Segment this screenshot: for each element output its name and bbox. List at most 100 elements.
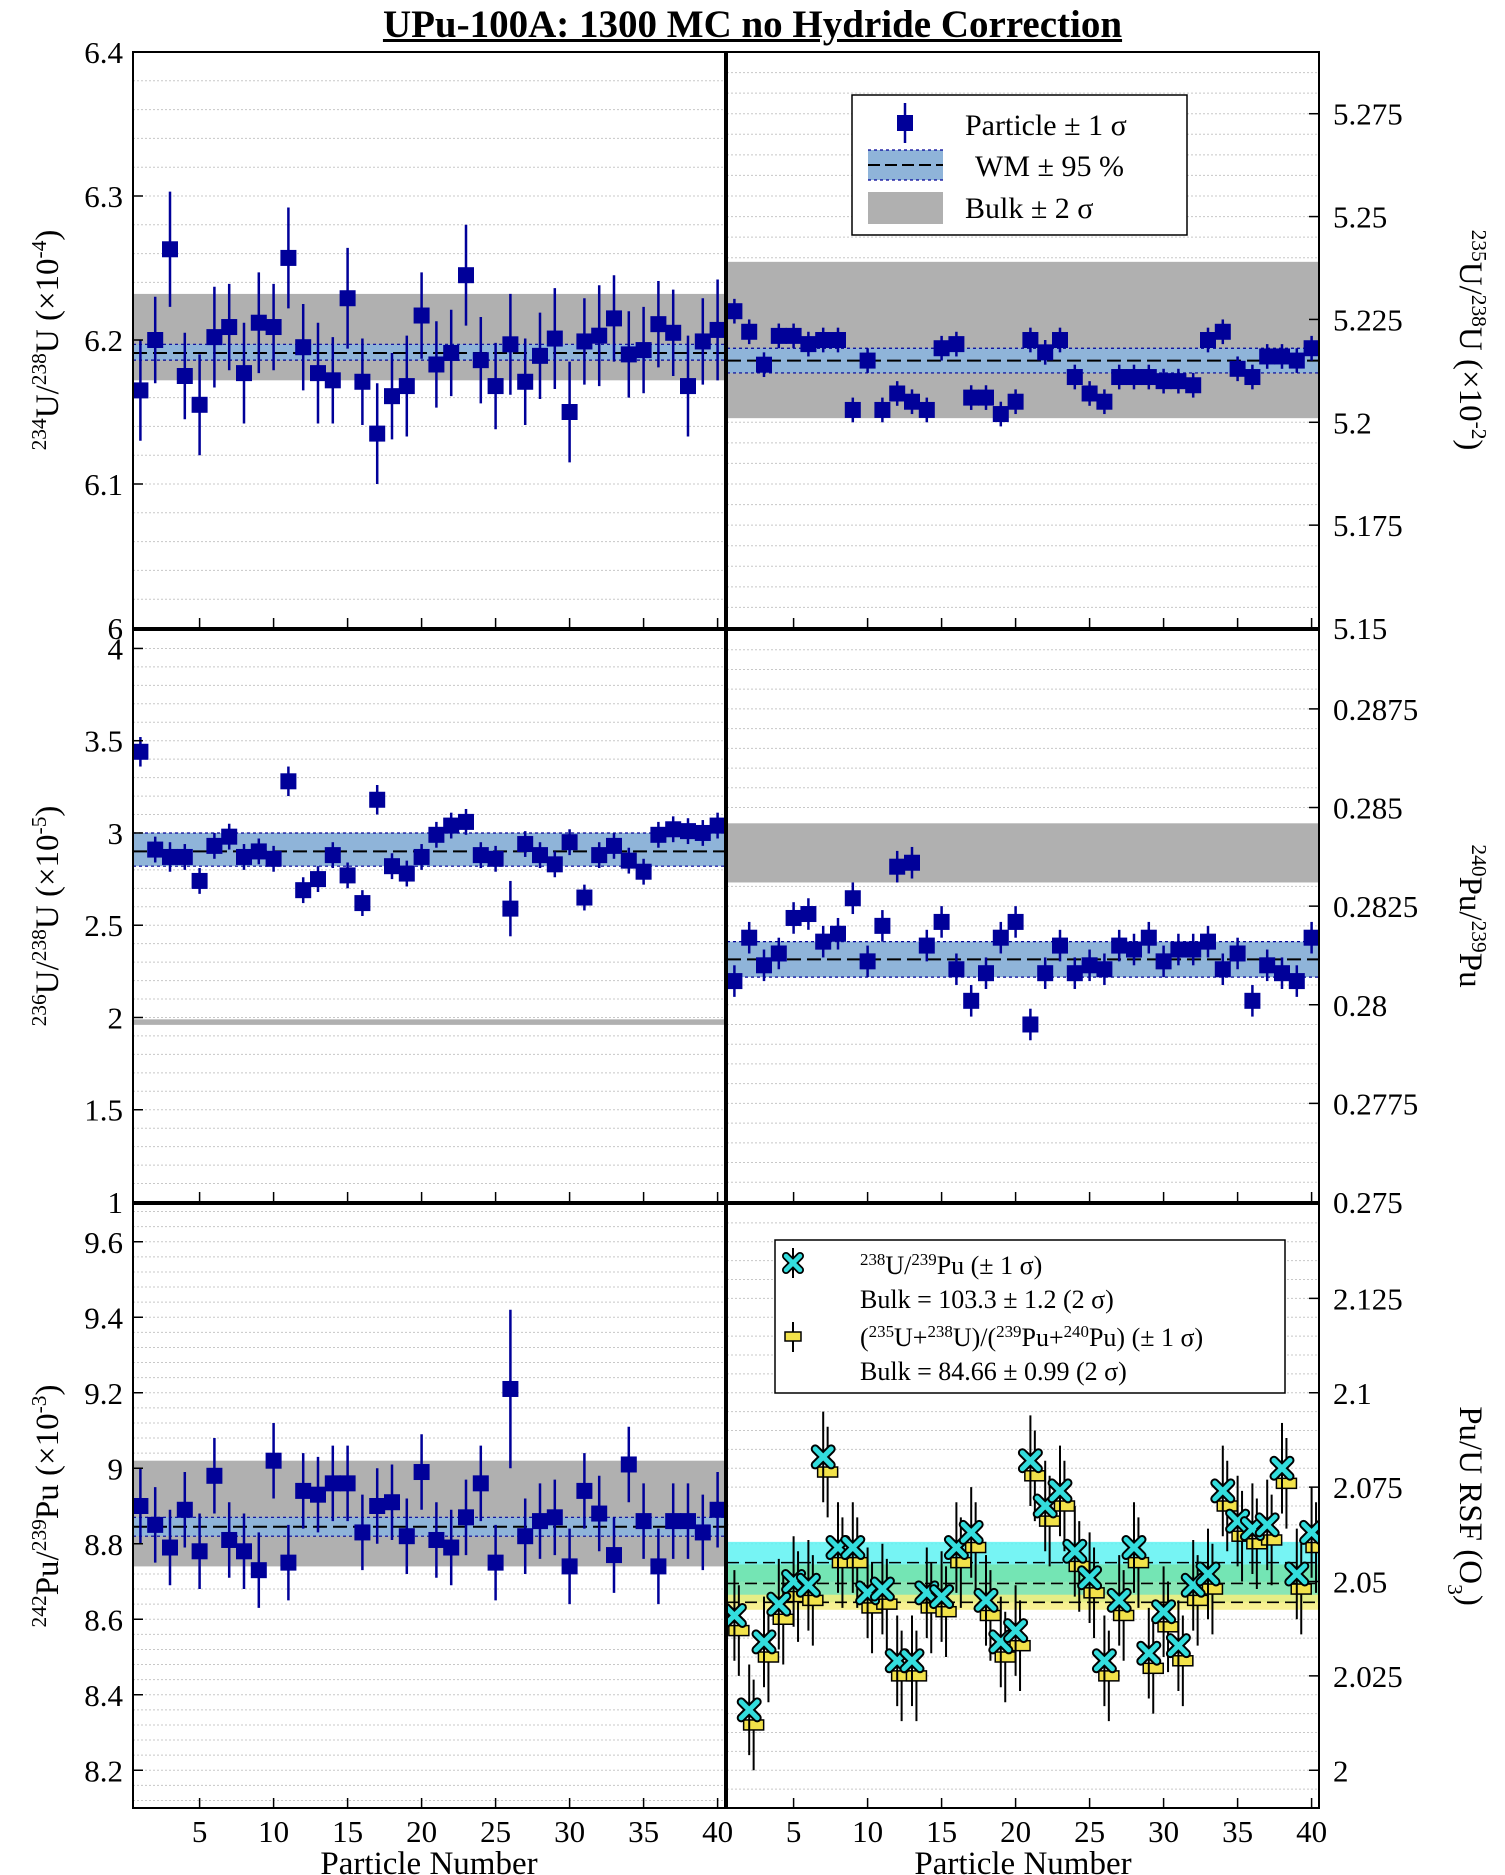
data-point bbox=[874, 917, 891, 934]
data-point bbox=[1037, 344, 1054, 361]
y-tick-label: 8.6 bbox=[84, 1602, 123, 1637]
y-tick-label: 6.2 bbox=[84, 323, 123, 358]
y-tick-label: 9.4 bbox=[84, 1300, 123, 1335]
y-tick-label: 5.2 bbox=[1333, 405, 1372, 440]
data-point bbox=[576, 333, 593, 350]
data-point bbox=[665, 821, 682, 838]
data-point bbox=[680, 1513, 696, 1530]
y-tick-label: 0.275 bbox=[1333, 1185, 1403, 1220]
data-point bbox=[502, 900, 519, 917]
data-point bbox=[502, 1380, 519, 1397]
data-point bbox=[665, 324, 682, 341]
data-point bbox=[1052, 937, 1068, 954]
x-tick-label: 20 bbox=[406, 1814, 437, 1849]
data-point bbox=[443, 1539, 460, 1556]
data-point bbox=[339, 867, 356, 884]
data-point bbox=[1007, 393, 1024, 410]
data-point-u-pu bbox=[1301, 1521, 1319, 1543]
legend-bulk-band bbox=[868, 192, 943, 224]
data-point bbox=[1022, 332, 1039, 348]
data-point bbox=[756, 356, 772, 373]
data-point-u-pu bbox=[768, 1593, 790, 1615]
data-point bbox=[354, 373, 371, 390]
data-point-sum bbox=[846, 1556, 868, 1569]
data-point-sum bbox=[1275, 1477, 1298, 1490]
y-tick-label: 9 bbox=[108, 1451, 124, 1486]
y-tick-label: 0.28 bbox=[1333, 988, 1387, 1023]
data-point bbox=[324, 372, 341, 389]
data-point bbox=[606, 310, 622, 327]
data-point bbox=[398, 378, 415, 395]
y-axis-title: Pu/U RSF (O3) bbox=[1443, 1406, 1488, 1606]
data-point bbox=[650, 826, 667, 843]
data-point bbox=[800, 336, 817, 353]
data-point bbox=[221, 319, 238, 336]
data-point bbox=[844, 401, 861, 418]
data-point bbox=[1140, 369, 1157, 386]
data-point bbox=[1274, 965, 1290, 982]
data-point-u-pu bbox=[1197, 1563, 1219, 1585]
plot-area-u236 bbox=[133, 630, 725, 1202]
data-point bbox=[1200, 933, 1216, 950]
data-point bbox=[889, 858, 906, 875]
y-axis-title-pu240: 240Pu/239Pu bbox=[1452, 844, 1491, 987]
data-point-u-pu bbox=[1286, 1563, 1308, 1585]
data-point bbox=[546, 856, 563, 873]
data-point bbox=[250, 843, 267, 860]
y-tick-label: 3 bbox=[108, 816, 124, 851]
y-tick-label: 6.4 bbox=[84, 35, 123, 70]
wm-band bbox=[133, 1517, 725, 1537]
data-point bbox=[694, 824, 711, 841]
data-point bbox=[620, 1456, 637, 1473]
data-point bbox=[369, 791, 386, 808]
data-point-sum bbox=[772, 1613, 794, 1625]
data-point-sum bbox=[964, 1541, 987, 1554]
y-tick-label: 2.1 bbox=[1333, 1376, 1372, 1411]
data-point bbox=[1066, 369, 1083, 386]
data-point-u-pu bbox=[901, 1650, 923, 1672]
x-tick-label: 30 bbox=[1148, 1814, 1179, 1849]
data-point bbox=[1096, 393, 1113, 410]
data-point bbox=[933, 340, 950, 357]
data-point-u-pu bbox=[1108, 1589, 1130, 1611]
data-point bbox=[265, 319, 282, 336]
data-point bbox=[576, 1482, 593, 1499]
panel-u235: 5.15 5.175 5.2 5.225 5.25 5.275 235U/238U (×10… bbox=[726, 51, 1491, 646]
data-point bbox=[384, 388, 400, 405]
panel-frame bbox=[726, 1203, 1320, 1809]
data-point bbox=[280, 773, 297, 790]
data-point-sum bbox=[1127, 1556, 1150, 1569]
data-point-u-pu bbox=[797, 1574, 819, 1596]
legend-label-bulk: Bulk ± 2 σ bbox=[965, 192, 1093, 225]
legend-label-wm: WM ± 95 % bbox=[975, 150, 1124, 183]
data-point bbox=[635, 863, 652, 880]
y-tick-label: 2.05 bbox=[1333, 1565, 1387, 1600]
data-point bbox=[561, 834, 578, 851]
data-point bbox=[458, 267, 474, 284]
data-point bbox=[963, 992, 980, 1009]
data-point bbox=[620, 852, 637, 869]
data-point bbox=[635, 1513, 652, 1530]
data-point bbox=[339, 1475, 356, 1492]
data-point bbox=[727, 303, 743, 320]
data-point bbox=[1155, 953, 1172, 970]
legend-marker-particle bbox=[897, 115, 913, 131]
data-point bbox=[147, 1516, 164, 1533]
data-point-u-pu bbox=[727, 1604, 745, 1626]
data-point-u-pu bbox=[931, 1586, 953, 1608]
y-tick-label: 2 bbox=[1333, 1753, 1349, 1788]
data-point bbox=[650, 1558, 667, 1575]
data-point bbox=[1259, 348, 1276, 365]
x-tick-label: 20 bbox=[1000, 1814, 1031, 1849]
data-point bbox=[561, 1558, 578, 1575]
data-point-u-pu bbox=[1271, 1457, 1293, 1479]
data-point bbox=[889, 385, 906, 402]
data-point bbox=[741, 929, 758, 946]
y-tick-label: 5.225 bbox=[1333, 302, 1403, 337]
y-tick-label: 1 bbox=[108, 1185, 124, 1220]
y-tick-label: 6.1 bbox=[84, 467, 123, 502]
y-axis-title: 236U/238U (×10-5) bbox=[27, 806, 66, 1027]
data-point bbox=[1140, 929, 1157, 946]
x-tick-label: 15 bbox=[926, 1814, 957, 1849]
data-point bbox=[162, 848, 178, 865]
